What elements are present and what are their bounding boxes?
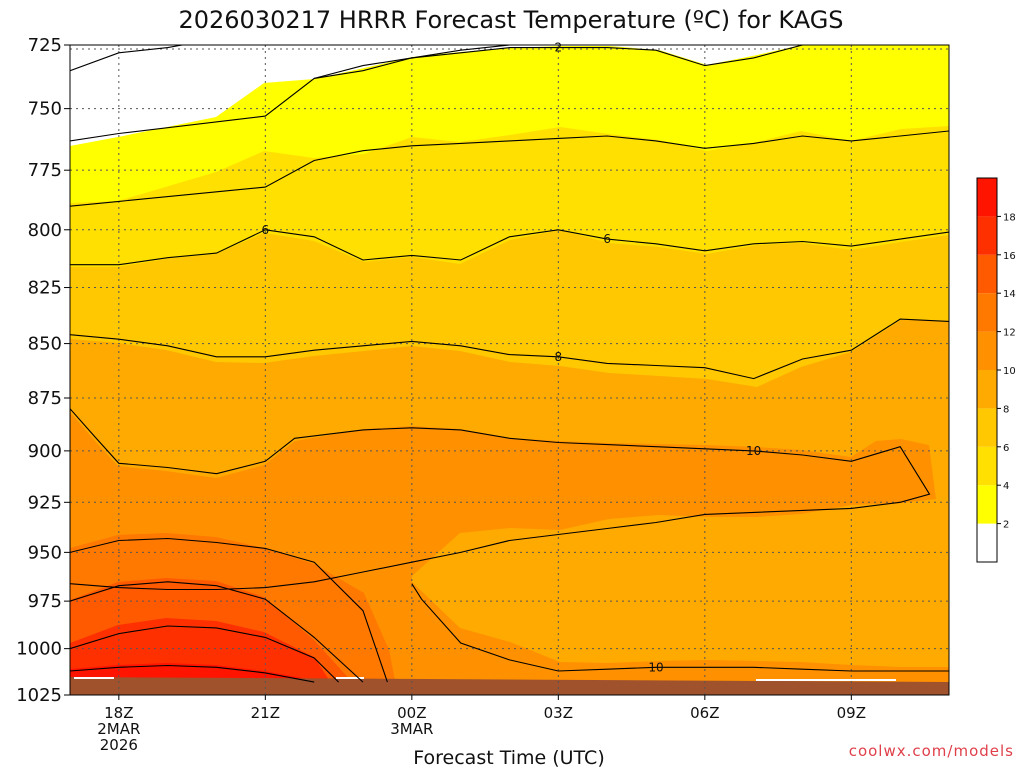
y-tick-label: 725 bbox=[28, 35, 62, 56]
colorbar-tick-label: 2 bbox=[1003, 520, 1009, 531]
contour-line bbox=[70, 45, 183, 72]
colorbar-swatch bbox=[977, 331, 997, 370]
colorbar-tick-label: 8 bbox=[1003, 404, 1009, 415]
colorbar-tick-label: 14 bbox=[1003, 289, 1016, 300]
ground-highlight-2 bbox=[336, 677, 364, 679]
contour-label: 2 bbox=[555, 41, 563, 55]
colorbar-swatch bbox=[977, 446, 997, 486]
contour-line bbox=[70, 625, 339, 683]
gridlines bbox=[70, 45, 949, 695]
x-tick-label: 3MAR bbox=[390, 720, 433, 738]
contour-line bbox=[411, 583, 949, 672]
plot-fill bbox=[70, 45, 949, 695]
chart-title: 2026030217 HRRR Forecast Temperature (ºC… bbox=[178, 6, 843, 34]
colorbar-tick-label: 6 bbox=[1003, 443, 1009, 454]
contour-line bbox=[314, 45, 813, 79]
colorbar-tick-label: 16 bbox=[1003, 251, 1016, 262]
plot-frame bbox=[69, 44, 950, 696]
x-tick-label: 21Z bbox=[251, 704, 280, 722]
contour-line bbox=[70, 318, 949, 380]
colorbar-swatch bbox=[977, 485, 997, 524]
contour-label: 6 bbox=[262, 223, 270, 237]
colorbar-swatch bbox=[977, 370, 997, 409]
y-tick-label: 900 bbox=[28, 441, 62, 462]
y-tick-label: 850 bbox=[28, 334, 62, 355]
contour-line bbox=[70, 229, 949, 266]
x-tick-label: 03Z bbox=[544, 704, 573, 722]
ground-layer bbox=[70, 677, 949, 695]
ground-highlight-3 bbox=[756, 679, 896, 681]
y-tick-label: 800 bbox=[28, 220, 62, 241]
y-tick-label: 750 bbox=[28, 99, 62, 120]
contour-label: 10 bbox=[746, 444, 761, 458]
x-tick-label: 2026 bbox=[100, 736, 138, 754]
colorbar-swatch bbox=[977, 408, 997, 447]
contour-lines bbox=[70, 45, 949, 683]
y-tick-label: 925 bbox=[28, 492, 62, 513]
contour-line bbox=[70, 45, 949, 142]
credit-text: coolwx.com/models bbox=[849, 742, 1014, 760]
colorbar-swatch bbox=[977, 293, 997, 332]
colorbar-tick-label: 12 bbox=[1003, 328, 1016, 339]
x-tick-label: 18Z bbox=[104, 704, 133, 722]
colorbar-swatch bbox=[977, 254, 997, 294]
contour-line bbox=[70, 664, 315, 683]
y-tick-label: 1025 bbox=[16, 685, 62, 706]
colorbar-tick-label: 10 bbox=[1003, 366, 1016, 377]
contour-line bbox=[70, 130, 949, 207]
colorbar-swatch bbox=[977, 178, 997, 217]
x-axis-title: Forecast Time (UTC) bbox=[413, 747, 604, 768]
x-tick-label: 06Z bbox=[690, 704, 719, 722]
colorbar: 2 4 6 8 10 12 14 16 18 bbox=[976, 177, 1016, 563]
x-tick-label: 09Z bbox=[837, 704, 866, 722]
contour-line bbox=[70, 537, 388, 683]
y-axis: 725 750 775 800 825 850 875 900 925 950 975 1000 102… bbox=[16, 35, 70, 706]
ground-highlight-1 bbox=[74, 677, 114, 679]
colorbar-tick-label: 18 bbox=[1003, 212, 1016, 223]
y-tick-label: 875 bbox=[28, 388, 62, 409]
contour-label: 10 bbox=[648, 660, 663, 674]
x-tick-label: 2MAR bbox=[97, 720, 140, 738]
contour-labels: 2 6 6 8 10 10 bbox=[262, 41, 762, 675]
y-tick-label: 825 bbox=[28, 278, 62, 299]
y-tick-label: 1000 bbox=[16, 639, 62, 660]
contour-label: 8 bbox=[555, 350, 563, 364]
y-tick-label: 775 bbox=[28, 160, 62, 181]
contour-line bbox=[70, 581, 364, 683]
y-tick-label: 950 bbox=[28, 542, 62, 563]
contour-label: 6 bbox=[603, 232, 611, 246]
colorbar-swatch bbox=[977, 216, 997, 255]
colorbar-tick-label: 4 bbox=[1003, 481, 1009, 492]
colorbar-swatch bbox=[977, 523, 997, 562]
x-tick-label: 00Z bbox=[397, 704, 426, 722]
y-tick-label: 975 bbox=[28, 591, 62, 612]
